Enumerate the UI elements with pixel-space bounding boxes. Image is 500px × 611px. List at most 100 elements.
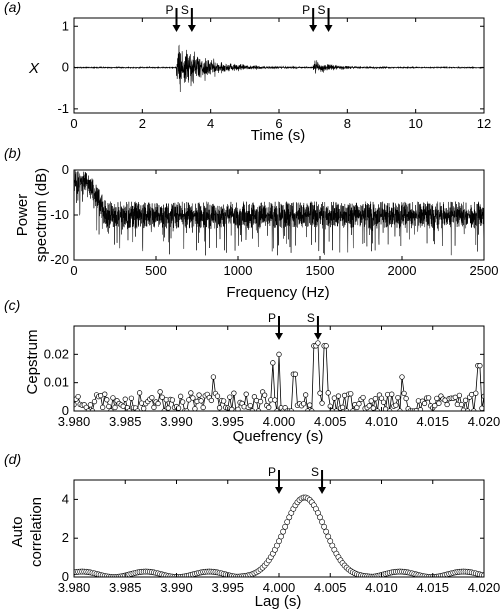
annotation-label-S: S	[181, 3, 189, 17]
y-tick-label: 1	[62, 18, 69, 33]
cepstrum-point	[210, 374, 217, 380]
panel-c-xlabel: Quefrency (s)	[233, 428, 324, 445]
cepstrum-point	[458, 401, 465, 408]
autocorrelation-point	[276, 538, 282, 545]
autocorrelation-point	[323, 528, 330, 535]
panel-d-series	[74, 494, 484, 577]
x-tick-label: 3.980	[58, 414, 91, 429]
x-tick-label: 6	[275, 116, 282, 131]
cepstrum-point	[122, 396, 128, 402]
cepstrum-point	[481, 393, 484, 399]
cepstrum-point	[104, 397, 110, 403]
x-tick-label: 4.005	[314, 580, 347, 595]
cepstrum-point	[333, 408, 340, 411]
cepstrum-point	[110, 395, 116, 401]
x-tick-label: 4.015	[416, 414, 449, 429]
x-tick-label: 4.000	[263, 580, 296, 595]
y-tick-label: 0	[62, 569, 69, 584]
cepstrum-point	[270, 360, 276, 366]
cepstrum-point	[292, 371, 299, 377]
cepstrum-point	[300, 401, 307, 407]
cepstrum-point	[184, 408, 190, 411]
y-tick-label: -20	[50, 252, 69, 267]
cepstrum-point	[134, 408, 141, 411]
x-tick-label: 500	[145, 263, 167, 278]
x-tick-label: 4.020	[468, 414, 500, 429]
y-tick-label: -10	[50, 207, 69, 222]
autocorrelation-point	[280, 528, 286, 535]
cepstrum-point	[444, 401, 450, 408]
cepstrum-point	[141, 405, 147, 411]
x-tick-label: 3.995	[211, 580, 244, 595]
annotation-label-P: P	[165, 3, 173, 17]
cepstrum-point	[325, 390, 331, 396]
x-tick-label: 3.985	[109, 580, 142, 595]
panel-c-ylabel: Cepstrum	[24, 329, 41, 394]
cepstrum-point	[315, 340, 321, 346]
cepstrum-point	[102, 391, 108, 397]
panel-d-frame	[73, 479, 485, 578]
x-tick-label: 2500	[470, 263, 499, 278]
cepstrum-point	[157, 389, 163, 395]
cepstrum-point	[335, 393, 342, 399]
panel-b-label: (b)	[4, 145, 21, 161]
x-tick-label: 3.990	[160, 414, 193, 429]
cepstrum-point	[100, 404, 106, 411]
cepstrum-point	[272, 397, 278, 403]
cepstrum-point	[387, 408, 393, 411]
cepstrum-point	[370, 405, 376, 411]
annotation-label-S: S	[307, 311, 315, 325]
cepstrum-point	[126, 408, 132, 411]
cepstrum-point	[434, 395, 440, 402]
annotation-label-S: S	[311, 465, 319, 479]
y-tick-label: 4	[62, 491, 69, 506]
cepstrum-point	[188, 390, 194, 396]
x-tick-label: 1000	[224, 263, 253, 278]
panel-b: (b) Power spectrum (dB) Frequency (Hz) 0…	[4, 145, 498, 301]
x-tick-label: 2	[139, 116, 146, 131]
annotation-arrowhead-S	[313, 333, 322, 340]
cepstrum-point	[231, 390, 237, 396]
cepstrum-point	[426, 395, 432, 401]
autocorrelation-point	[321, 523, 327, 530]
cepstrum-point	[462, 397, 469, 403]
panel-a-label: (a)	[4, 0, 21, 15]
annotation-label-P: P	[268, 311, 276, 325]
cepstrum-point	[85, 408, 91, 411]
panel-d-ylabel-line2: correlation	[28, 497, 45, 567]
cepstrum-point	[196, 392, 202, 398]
cepstrum-point	[471, 408, 477, 411]
x-tick-label: 3.995	[211, 414, 244, 429]
annotation-label-S: S	[318, 3, 326, 17]
cepstrum-point	[393, 402, 399, 408]
cepstrum-point	[417, 407, 424, 411]
cepstrum-point	[307, 402, 313, 408]
autocorrelation-point	[282, 523, 289, 530]
cepstrum-point	[247, 402, 253, 409]
panel-c-plot: 3.980 3.985 3.990 3.995 4.000 4.005 4.010 4.015…	[44, 311, 500, 429]
panel-b-ylabel-line1: Power	[14, 194, 31, 237]
x-tick-label: 3.985	[109, 414, 142, 429]
x-tick-label: 0	[70, 116, 77, 131]
cepstrum-point	[473, 390, 479, 396]
x-tick-label: 0	[70, 263, 77, 278]
cepstrum-point	[249, 408, 255, 411]
y-tick-label: -1	[57, 101, 69, 116]
panel-d-xlabel: Lag (s)	[255, 593, 302, 610]
panel-b-xlabel: Frequency (Hz)	[226, 284, 329, 301]
autocorrelation-point	[325, 533, 332, 540]
cepstrum-point	[274, 408, 280, 411]
cepstrum-point	[159, 394, 165, 400]
cepstrum-point	[331, 395, 338, 401]
cepstrum-point	[319, 400, 325, 406]
panel-c: (c) Cepstrum Quefrency (s) 3.980 3.985 3.9…	[4, 297, 500, 445]
cepstrum-point	[317, 390, 323, 396]
x-tick-label: 4.020	[468, 580, 500, 595]
cepstrum-point	[165, 405, 171, 411]
cepstrum-point	[339, 404, 346, 410]
cepstrum-point	[200, 404, 206, 411]
panel-d-ylabel-line1: Auto	[9, 517, 26, 548]
cepstrum-point	[276, 351, 282, 357]
cepstrum-point	[169, 397, 176, 403]
